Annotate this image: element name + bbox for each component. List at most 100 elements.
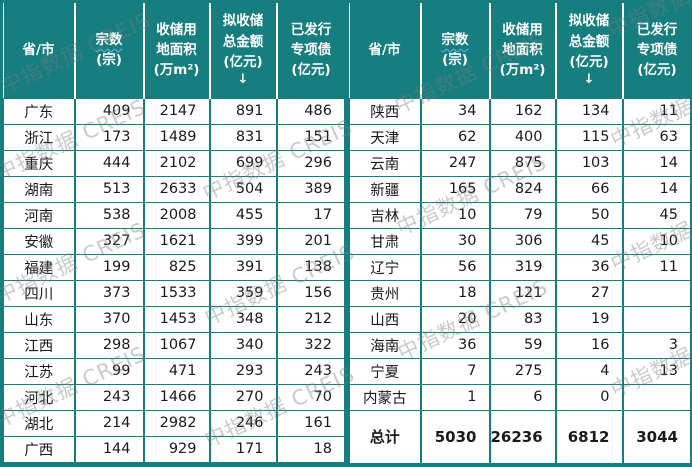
header-label: 省/市	[368, 42, 401, 59]
header-label: 收储用 地面积 (万m²)	[153, 21, 200, 79]
value-cell: 293	[208, 357, 277, 385]
table-body-right: 陕西 34 162 134 11 天津 62 400 115 63 云南 247 875 103 14 新疆 1…	[349, 97, 691, 464]
table-row: 广西 144 929 171 18	[3, 435, 345, 464]
province-cell: 贵州	[349, 279, 421, 307]
header-label-main: 宗数	[95, 32, 123, 48]
table-row: 山东 370 1453 348 212	[3, 305, 345, 333]
table-row: 甘肃 30 306 45 10	[349, 227, 691, 255]
province-cell: 海南	[349, 331, 421, 359]
header-label: 已发行 专项债 (亿元)	[636, 21, 678, 79]
value-cell: 444	[73, 149, 144, 177]
value-cell: 165	[419, 175, 490, 203]
table-row: 安徽 327 1621 399 201	[3, 227, 345, 255]
value-cell: 327	[73, 227, 144, 255]
value-cell: 831	[208, 123, 277, 151]
value-cell: 370	[73, 305, 144, 333]
value-cell: 2982	[142, 409, 210, 437]
table-row: 云南 247 875 103 14	[349, 149, 691, 177]
table-row: 内蒙古 1 6 0	[349, 383, 691, 411]
value-cell: 825	[142, 253, 210, 281]
province-cell: 山东	[3, 305, 75, 333]
value-cell: 173	[73, 123, 144, 151]
table-row: 浙江 173 1489 831 151	[3, 123, 345, 151]
province-cell: 山西	[349, 305, 421, 333]
table-right: 省/市 宗数 (宗) 收储用 地面积 (万m²) 拟收储 总金额 (亿元) ↓ 已发行 专项…	[349, 3, 691, 464]
table-row: 天津 62 400 115 63	[349, 123, 691, 151]
value-cell: 891	[208, 97, 277, 125]
column-header-1: 宗数 (宗)	[419, 3, 490, 98]
value-cell: 513	[73, 175, 144, 203]
header-label-sub: (宗)	[96, 52, 122, 69]
value-cell: 1621	[142, 227, 210, 255]
value-cell: 1466	[142, 383, 210, 411]
value-cell: 171	[208, 435, 277, 464]
value-cell: 3	[621, 331, 691, 359]
table-left: 省/市 宗数 (宗) 收储用 地面积 (万m²) 拟收储 总金额 (亿元) ↓ 已发行 专项…	[3, 3, 345, 464]
column-header-1: 宗数 (宗)	[73, 3, 144, 98]
value-cell: 27	[554, 279, 623, 307]
value-cell: 11	[621, 97, 691, 125]
value-cell: 18	[275, 435, 345, 464]
table-row: 湖北 214 2982 246 161	[3, 409, 345, 437]
value-cell: 151	[275, 123, 345, 151]
value-cell: 275	[488, 357, 556, 385]
value-cell: 7	[419, 357, 490, 385]
value-cell: 14	[621, 175, 691, 203]
table-row: 海南 36 59 16 3	[349, 331, 691, 359]
province-cell: 福建	[3, 253, 75, 281]
province-cell: 宁夏	[349, 357, 421, 385]
value-cell: 16	[554, 331, 623, 359]
value-cell: 59	[488, 331, 556, 359]
value-cell: 322	[275, 331, 345, 359]
value-cell: 11	[621, 253, 691, 281]
table-row: 河南 538 2008 455 17	[3, 201, 345, 229]
value-cell: 348	[208, 305, 277, 333]
value-cell: 162	[488, 97, 556, 125]
value-cell: 199	[73, 253, 144, 281]
header-label: 已发行 专项债 (亿元)	[290, 21, 332, 79]
province-cell: 浙江	[3, 123, 75, 151]
value-cell: 63	[621, 123, 691, 151]
value-cell: 875	[488, 149, 556, 177]
value-cell: 399	[208, 227, 277, 255]
value-cell: 34	[419, 97, 490, 125]
value-cell: 17	[275, 201, 345, 229]
value-cell: 201	[275, 227, 345, 255]
value-cell: 121	[488, 279, 556, 307]
value-cell: 99	[73, 357, 144, 385]
table-row: 重庆 444 2102 699 296	[3, 149, 345, 177]
province-cell: 内蒙古	[349, 383, 421, 411]
value-cell: 1	[419, 383, 490, 411]
value-cell: 389	[275, 175, 345, 203]
value-cell: 6	[488, 383, 556, 411]
province-cell: 湖北	[3, 409, 75, 437]
province-cell: 陕西	[349, 97, 421, 125]
table-row: 宁夏 7 275 4 13	[349, 357, 691, 385]
header-label: 省/市	[22, 42, 55, 59]
value-cell: 1489	[142, 123, 210, 151]
province-cell: 湖南	[3, 175, 75, 203]
total-value-cell: 26236	[488, 409, 556, 464]
total-row: 总计 5030 26236 6812 3044	[349, 409, 691, 464]
province-cell: 江苏	[3, 357, 75, 385]
table-row: 广东 409 2147 891 486	[3, 97, 345, 125]
table-body-left: 广东 409 2147 891 486 浙江 173 1489 831 151 重庆 444 2102 6…	[3, 97, 345, 464]
value-cell: 214	[73, 409, 144, 437]
province-cell: 河北	[3, 383, 75, 411]
value-cell: 14	[621, 149, 691, 177]
value-cell: 0	[554, 383, 623, 411]
value-cell: 504	[208, 175, 277, 203]
province-cell: 辽宁	[349, 253, 421, 281]
value-cell: 1453	[142, 305, 210, 333]
table-row: 江西 298 1067 340 322	[3, 331, 345, 359]
value-cell: 4	[554, 357, 623, 385]
value-cell: 319	[488, 253, 556, 281]
value-cell: 144	[73, 435, 144, 464]
value-cell: 56	[419, 253, 490, 281]
value-cell: 699	[208, 149, 277, 177]
province-cell: 重庆	[3, 149, 75, 177]
value-cell: 246	[208, 409, 277, 437]
sort-descending-icon: ↓	[237, 72, 249, 88]
value-cell: 243	[73, 383, 144, 411]
